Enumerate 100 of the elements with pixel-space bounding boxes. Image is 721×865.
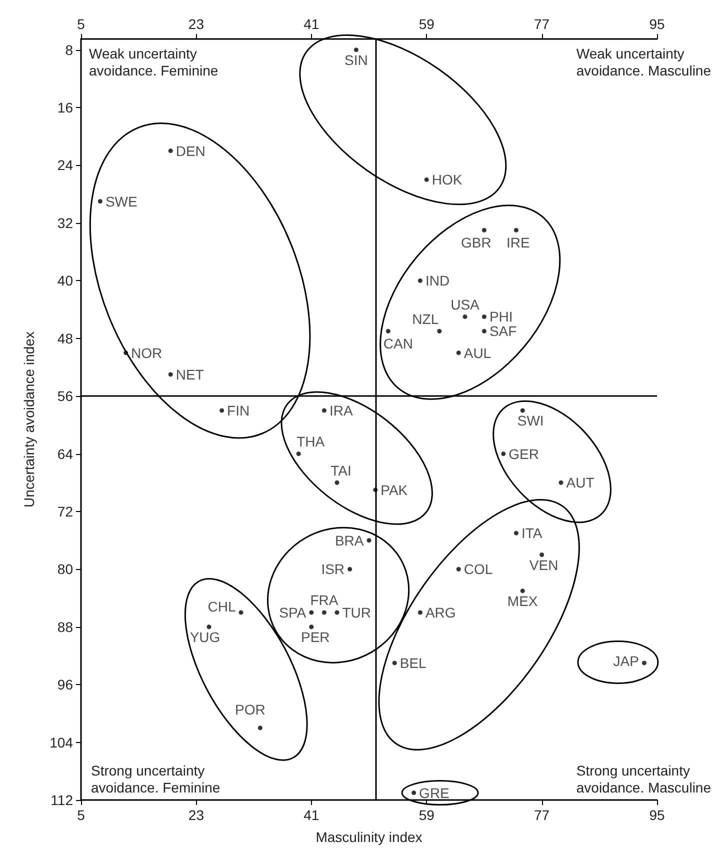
point (558, 480, 564, 485)
x-axis-title: Masculinity index (316, 829, 422, 845)
point (206, 624, 212, 630)
point (424, 177, 429, 182)
point (514, 530, 518, 536)
point (220, 408, 224, 413)
series-label: POR (235, 702, 266, 718)
series-label: IND (425, 272, 450, 289)
x-tick-label: 23 (188, 807, 204, 823)
series-label: BEL (400, 654, 427, 671)
point (386, 328, 390, 334)
point (520, 588, 525, 594)
point (482, 328, 486, 334)
series-label: SAF (489, 323, 517, 340)
x-tick-label: 59 (418, 807, 435, 823)
point (482, 314, 486, 319)
series-label: CHL (208, 598, 236, 614)
point (168, 148, 173, 154)
series-label: ISR (321, 561, 345, 578)
series-label: NOR (131, 344, 162, 361)
point (258, 726, 262, 730)
series-label: DEN (176, 142, 206, 159)
point (418, 278, 422, 283)
y-tick-label: 40 (57, 272, 74, 289)
series-label: BRA (334, 532, 364, 548)
point (418, 610, 422, 615)
y-tick-label: 112 (50, 792, 74, 808)
x-tick-label: 95 (649, 807, 665, 823)
point (98, 199, 102, 204)
y-tick-label: 48 (57, 330, 74, 346)
series-label: SWI (517, 412, 544, 429)
point (238, 610, 244, 615)
point (412, 790, 416, 796)
series-label: CAN (383, 335, 413, 352)
point (296, 452, 301, 456)
point (462, 314, 468, 319)
series-label: NET (176, 366, 204, 382)
series-label: USA (450, 296, 480, 312)
series-label: NZL (412, 310, 439, 327)
series-label: SPA (279, 604, 307, 620)
point (309, 624, 314, 630)
point (540, 552, 544, 557)
y-tick-label: 8 (65, 42, 74, 58)
y-tick-label: 96 (57, 676, 74, 693)
x2-tick-label: 41 (304, 16, 320, 32)
point (392, 660, 397, 666)
y-tick-label: 64 (57, 446, 74, 462)
series-label: PAK (380, 482, 408, 498)
series-label: VEN (529, 557, 558, 573)
point (501, 452, 506, 456)
y-tick-label: 72 (57, 503, 74, 520)
point (334, 480, 340, 485)
point (642, 660, 646, 666)
point (168, 372, 173, 377)
point (354, 48, 358, 52)
x2-tick-label: 95 (649, 16, 665, 32)
point (348, 566, 352, 572)
point (456, 566, 461, 572)
x-tick-label: 5 (77, 807, 86, 823)
point (456, 350, 461, 356)
x-tick-label: 41 (304, 807, 320, 823)
series-label: FIN (227, 402, 250, 418)
series-label: GRE (419, 784, 450, 801)
series-label: ARG (425, 604, 456, 620)
y-tick-label: 88 (57, 618, 74, 635)
annotation: Strong uncertainty avoidance. Feminine (91, 762, 220, 796)
series-label: IRA (329, 402, 354, 418)
series-label: AUT (566, 474, 595, 491)
y-axis-title: Uncertainty avoidance index (21, 332, 37, 508)
series-label: COL (464, 561, 493, 578)
series-label: MEX (507, 593, 538, 610)
y-tick-label: 80 (57, 561, 74, 578)
series-label: GER (508, 446, 539, 462)
point (514, 228, 518, 232)
annotation: Strong uncertainty avoidance. Masculine (576, 762, 712, 796)
series-label: PER (301, 629, 330, 646)
series-label: THA (296, 434, 326, 450)
series-label: ITA (521, 525, 543, 542)
series-label: AUL (464, 344, 492, 361)
point (437, 328, 442, 334)
point (334, 610, 340, 615)
series-label: FRA (310, 592, 339, 608)
y-tick-label: 32 (57, 214, 74, 231)
x-tick-label: 77 (534, 807, 550, 823)
series-label: YUG (190, 629, 220, 646)
series-label: IRE (506, 234, 530, 250)
point (322, 408, 326, 413)
series-label: TAI (330, 462, 352, 478)
x2-tick-label: 59 (418, 16, 435, 32)
series-label: PHI (489, 308, 513, 325)
series-label: GBR (461, 234, 492, 250)
series-label: HOK (432, 172, 463, 188)
point (309, 610, 314, 615)
x2-tick-label: 23 (188, 16, 204, 32)
series-label: JAP (613, 652, 639, 669)
series-label: TUR (342, 604, 372, 620)
annotation: Weak uncertainty avoidance. Feminine (89, 46, 218, 78)
point (322, 610, 326, 615)
series-label: SWE (105, 193, 138, 210)
y-tick-label: 56 (57, 388, 74, 404)
